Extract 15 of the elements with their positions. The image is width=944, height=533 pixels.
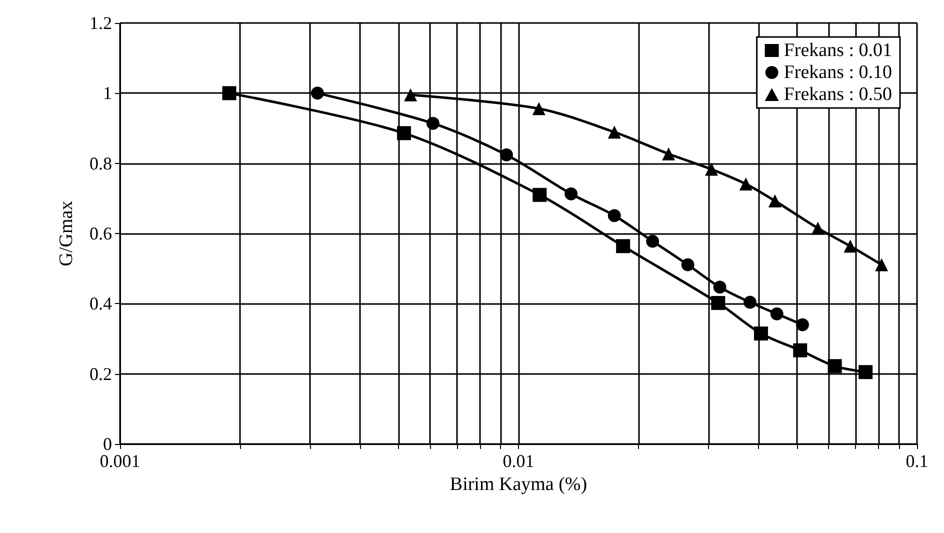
y-tick-label: 0 bbox=[103, 434, 112, 454]
y-axis-title: G/Gmax bbox=[56, 200, 77, 266]
x-tick-label: 0.01 bbox=[502, 451, 534, 471]
legend-label: Frekans : 0.10 bbox=[784, 62, 892, 83]
legend-label: Frekans : 0.01 bbox=[784, 40, 892, 61]
y-tick-label: 0.8 bbox=[90, 153, 112, 174]
y-tick-label: 0.4 bbox=[90, 294, 112, 314]
legend-label: Frekans : 0.50 bbox=[784, 84, 892, 105]
x-axis-title: Birim Kayma (%) bbox=[450, 474, 588, 495]
x-tick-label: 0.1 bbox=[906, 451, 928, 471]
x-tick-label: 0.001 bbox=[100, 451, 140, 471]
y-tick-label: 1 bbox=[103, 83, 112, 104]
y-tick-label: 0.6 bbox=[90, 224, 112, 244]
y-tick-label: 1.2 bbox=[90, 13, 112, 33]
y-tick-label: 0.2 bbox=[90, 364, 112, 384]
